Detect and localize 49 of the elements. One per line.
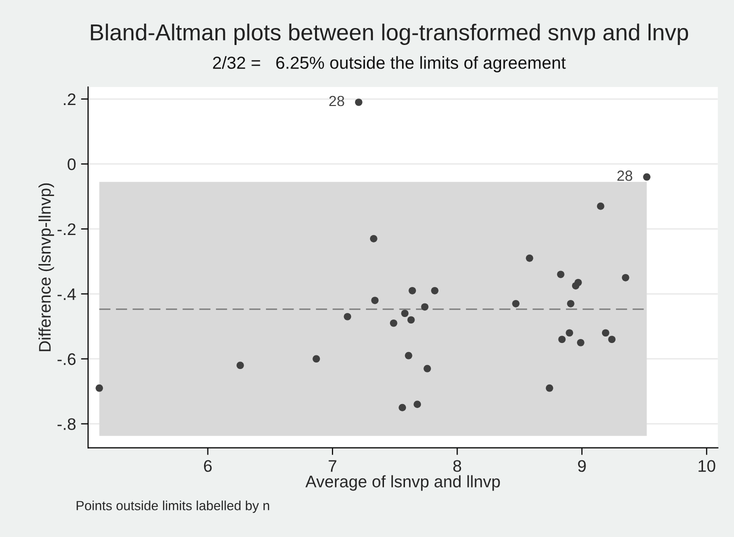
point — [608, 336, 616, 344]
point — [96, 384, 103, 392]
y-tick-label: -.6 — [58, 353, 76, 366]
point — [512, 300, 520, 308]
y-axis-title: Difference (lsnvp-llnvp) — [38, 183, 54, 352]
point — [407, 316, 415, 324]
point — [572, 282, 580, 290]
point — [414, 400, 421, 408]
point — [421, 303, 428, 311]
y-tick-label: -.2 — [58, 223, 76, 235]
point — [370, 235, 378, 242]
point — [404, 352, 412, 360]
chart-title: Bland-Altman plots between log-transformed snvp and lnvp — [90, 24, 688, 46]
point — [344, 312, 352, 320]
point — [312, 355, 320, 363]
y-tick-label: -.4 — [58, 288, 76, 300]
point — [558, 336, 566, 344]
point — [236, 362, 244, 370]
point — [526, 254, 534, 262]
chart-subtitle: 2/32 = 6.25% outside the limits of agreement — [213, 56, 566, 72]
point — [408, 286, 416, 294]
point — [424, 364, 431, 372]
y-tick-label: -.8 — [58, 418, 76, 430]
x-tick-label: 10 — [698, 460, 716, 472]
x-tick-label: 9 — [578, 460, 586, 472]
point — [602, 329, 610, 337]
annotation: 28 — [617, 170, 632, 181]
annotation: 28 — [329, 96, 344, 106]
x-tick-label: 6 — [204, 460, 212, 472]
point — [546, 384, 554, 392]
point — [371, 296, 379, 304]
x-tick-label: 7 — [328, 460, 336, 472]
point — [390, 319, 398, 327]
x-tick-label: 8 — [453, 460, 462, 472]
point — [566, 329, 574, 337]
point — [643, 173, 650, 181]
point — [355, 98, 362, 106]
y-tick-label: .2 — [64, 93, 76, 106]
point — [398, 404, 406, 412]
point — [431, 286, 438, 294]
y-tick-label: 0 — [68, 158, 76, 170]
point — [567, 300, 574, 308]
point — [401, 310, 409, 318]
text: Points outside limits labelled by n — [76, 500, 270, 513]
point — [577, 338, 584, 346]
point — [622, 274, 630, 282]
point — [557, 270, 564, 278]
x-axis-title: Average of lsnvp and llnvp — [305, 475, 500, 491]
point — [596, 202, 604, 210]
